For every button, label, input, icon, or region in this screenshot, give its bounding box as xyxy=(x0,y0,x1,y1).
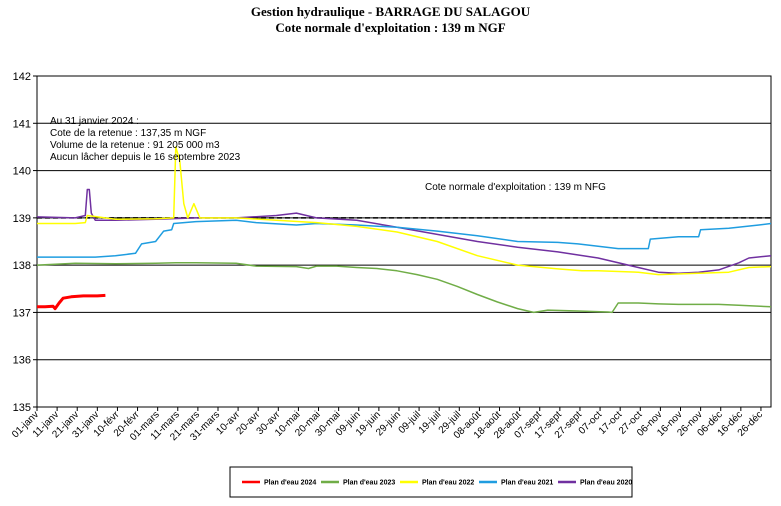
y-tick-label: 138 xyxy=(13,260,31,272)
series-layer xyxy=(36,146,772,314)
x-tick-labels: 01-janv11-janv21-janv31-janv10-févr20-fé… xyxy=(10,409,765,443)
series-line xyxy=(37,219,772,258)
y-tick-label: 137 xyxy=(13,307,31,319)
reference-line-label: Cote normale d'exploitation : 139 m NFG xyxy=(425,182,606,193)
annotation-line-2: Cote de la retenue : 137,35 m NGF xyxy=(50,128,206,139)
legend-label: Plan d'eau 2023 xyxy=(343,480,395,487)
legend-label: Plan d'eau 2022 xyxy=(422,480,474,487)
annotation-line-1: Au 31 janvier 2024 : xyxy=(50,116,139,127)
legend-items: Plan d'eau 2024 Plan d'eau 2023 Plan d'eau… xyxy=(242,480,632,487)
y-tick-label: 135 xyxy=(13,402,31,414)
y-tick-labels: 135 136 137 138 139 140 141 142 xyxy=(13,71,31,414)
y-tick-label: 139 xyxy=(13,213,31,225)
legend-label: Plan d'eau 2020 xyxy=(580,480,632,487)
y-tick-label: 141 xyxy=(13,118,31,130)
annotation-line-4: Aucun lâcher depuis le 16 septembre 2023 xyxy=(50,152,241,163)
series-line xyxy=(37,146,772,276)
legend: Plan d'eau 2024 Plan d'eau 2023 Plan d'eau… xyxy=(229,466,633,498)
series-line xyxy=(37,293,106,311)
y-tick-label: 140 xyxy=(13,166,31,178)
series-line xyxy=(36,262,772,314)
chart-title-block: Gestion hydraulique - BARRAGE DU SALAGOU… xyxy=(0,4,781,36)
plot-area xyxy=(36,75,772,408)
legend-label: Plan d'eau 2021 xyxy=(501,480,553,487)
legend-label: Plan d'eau 2024 xyxy=(264,480,316,487)
chart-subtitle: Cote normale d'exploitation : 139 m NGF xyxy=(275,20,506,35)
grid-layer xyxy=(33,75,772,411)
annotation-block: Au 31 janvier 2024 : Cote de la retenue … xyxy=(50,116,606,193)
series-line xyxy=(36,188,772,274)
y-tick-label: 136 xyxy=(13,355,31,367)
y-tick-label: 142 xyxy=(13,71,31,83)
annotation-line-3: Volume de la retenue : 91 205 000 m3 xyxy=(50,140,220,151)
chart-title: Gestion hydraulique - BARRAGE DU SALAGOU xyxy=(250,4,531,19)
